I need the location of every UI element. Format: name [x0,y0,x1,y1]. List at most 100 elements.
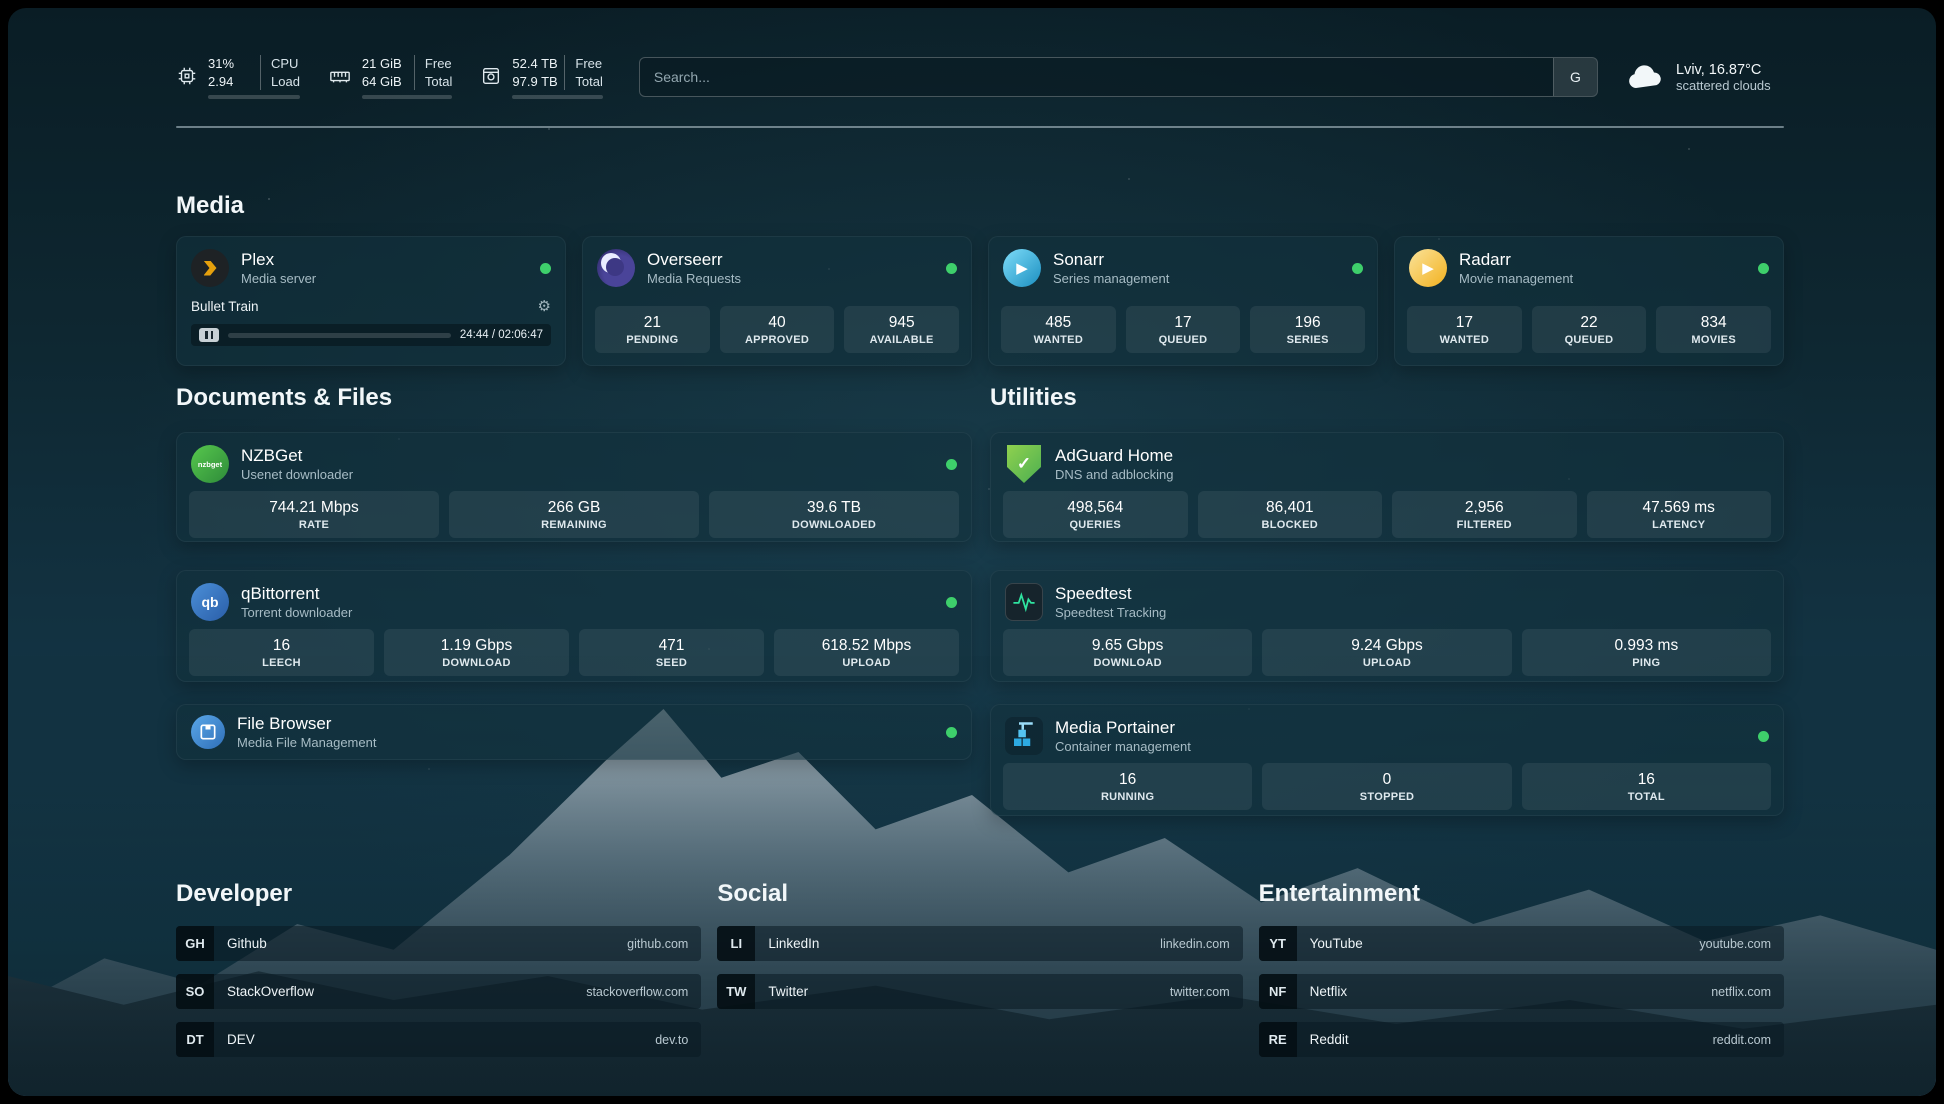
stats-row: 498,564 QUERIES 86,401 BLOCKED 2,956 FILTER… [991,491,1783,550]
status-dot [946,596,957,608]
stat-total: 16 TOTAL [1521,763,1771,810]
developer-section: Developer GH Github github.com SO StackO… [176,880,702,1057]
media-cards-row: Plex Media server Bullet Train ⚙ 24:44 /… [176,236,1784,366]
stat-queued: 22 QUEUED [1531,306,1647,353]
stat-download: 1.19 Gbps DOWNLOAD [384,629,569,676]
stats-row: 17 WANTED 22 QUEUED 834 MOVIES [1395,306,1783,365]
app-subtitle: DNS and adblocking [1055,467,1174,482]
top-bar: 31% CPU 2.94 Load 21 GiB Free [176,44,1784,110]
app-subtitle: Series management [1053,271,1170,286]
app-subtitle: Media File Management [237,735,377,750]
topbar-divider [176,126,1784,128]
app-name: Radarr [1459,250,1511,269]
card-adguard[interactable]: ✓ AdGuard Home DNS and adblocking 498,56… [990,432,1784,542]
cpu-chip-icon [176,65,198,87]
disk-total-value: 97.9 TB [512,73,558,89]
link-github[interactable]: GH Github github.com [176,926,702,961]
cpu-usage-value: 31% [208,55,235,71]
cpu-load-label: Load [260,72,300,91]
stat-ping: 0.993 ms PING [1521,629,1771,676]
app-name: File Browser [237,714,332,733]
disk-monitor: 52.4 TB Free 97.9 TB Total [480,54,603,100]
card-plex[interactable]: Plex Media server Bullet Train ⚙ 24:44 /… [176,236,566,366]
section-title-media: Media [176,192,245,219]
stat-upload: 618.52 Mbps UPLOAD [774,629,959,676]
link-reddit[interactable]: RE Reddit reddit.com [1258,1022,1784,1057]
stat-leech: 16 LEECH [189,629,374,676]
link-netflix[interactable]: NF Netflix netflix.com [1258,974,1784,1009]
links-grid: Developer GH Github github.com SO StackO… [176,880,1784,1057]
link-linkedin[interactable]: LI LinkedIn linkedin.com [717,926,1243,961]
app-name: Overseerr [647,250,723,269]
app-name: Plex [241,250,275,269]
status-dot [946,458,957,470]
card-speedtest[interactable]: Speedtest Speedtest Tracking 9.65 Gbps DO… [990,570,1784,682]
portainer-icon [1005,717,1043,755]
card-radarr[interactable]: ▶ Radarr Movie management 17 WANTED 22 QUE… [1394,236,1784,366]
cpu-label: CPU [260,54,300,73]
card-overseerr[interactable]: Overseerr Media Requests 21 PENDING 40 APP… [582,236,972,366]
memory-total-label: Total [413,72,452,91]
stats-row: 485 WANTED 17 QUEUED 196 SERIES [989,306,1377,365]
section-title-developer: Developer [176,880,293,907]
snow-specks [8,8,10,10]
card-sonarr[interactable]: ▶ Sonarr Series management 485 WANTED 17 Q… [988,236,1378,366]
app-subtitle: Usenet downloader [241,467,354,482]
playback-time: 24:44 / 02:06:47 [459,329,543,341]
card-nzbget[interactable]: nzbget NZBGet Usenet downloader 744.21 M… [176,432,972,542]
app-name: Sonarr [1053,250,1105,269]
utilities-column: ✓ AdGuard Home DNS and adblocking 498,56… [990,432,1784,816]
radarr-icon: ▶ [1409,249,1447,287]
stat-download: 9.65 Gbps DOWNLOAD [1003,629,1253,676]
app-name: Media Portainer [1055,718,1176,737]
cpu-monitor: 31% CPU 2.94 Load [176,54,300,100]
search-input[interactable] [638,57,1598,97]
disk-drive-icon [480,65,502,87]
stackoverflow-badge-icon: SO [176,974,214,1009]
search-engine-button[interactable]: G [1553,58,1597,96]
link-twitter[interactable]: TW Twitter twitter.com [717,974,1243,1009]
playback-progress-bar[interactable] [228,332,451,338]
cpu-progress-bar [208,95,300,100]
status-dot [1352,262,1363,274]
disk-total-label: Total [564,72,603,91]
app-subtitle: Media Requests [647,271,741,286]
adguard-icon: ✓ [1005,445,1043,483]
disk-free-label: Free [564,54,602,73]
pause-button[interactable] [199,328,219,342]
stat-downloaded: 39.6 TB DOWNLOADED [709,491,959,538]
memory-ram-icon [328,65,352,87]
player-strip: 24:44 / 02:06:47 [191,324,551,346]
qbittorrent-icon: qb [191,583,229,621]
stat-blocked: 86,401 BLOCKED [1197,491,1382,538]
card-portainer[interactable]: Media Portainer Container management 16 R… [990,704,1784,816]
memory-progress-bar [361,95,453,100]
memory-free-value: 21 GiB [361,55,402,71]
status-dot [1758,730,1769,742]
search-box: G [638,57,1598,97]
app-subtitle: Container management [1055,739,1191,754]
app-subtitle: Movie management [1459,271,1574,286]
stats-row: 9.65 Gbps DOWNLOAD 9.24 Gbps UPLOAD 0.993 … [991,629,1783,688]
link-youtube[interactable]: YT YouTube youtube.com [1258,926,1784,961]
card-qbittorrent[interactable]: qb qBittorrent Torrent downloader 16 LEEC… [176,570,972,682]
stat-rate: 744.21 Mbps RATE [189,491,439,538]
link-dev[interactable]: DT DEV dev.to [176,1022,702,1057]
section-title-documents: Documents & Files [176,384,393,411]
status-dot [540,262,551,274]
status-dot [946,262,957,274]
stat-stopped: 0 STOPPED [1262,763,1512,810]
gear-icon[interactable]: ⚙ [537,298,551,315]
weather-location-temp: Lviv, 16.87°C [1676,61,1762,78]
weather-condition: scattered clouds [1676,77,1771,93]
documents-column: nzbget NZBGet Usenet downloader 744.21 M… [176,432,972,760]
stats-row: 744.21 Mbps RATE 266 GB REMAINING 39.6 TB D… [177,491,971,550]
now-playing-row: Bullet Train ⚙ [177,297,565,315]
disk-free-value: 52.4 TB [512,55,558,71]
stat-running: 16 RUNNING [1003,763,1253,810]
app-subtitle: Media server [241,271,317,286]
card-filebrowser[interactable]: File Browser Media File Management [176,704,972,760]
link-stackoverflow[interactable]: SO StackOverflow stackoverflow.com [176,974,702,1009]
memory-monitor: 21 GiB Free 64 GiB Total [328,54,453,100]
